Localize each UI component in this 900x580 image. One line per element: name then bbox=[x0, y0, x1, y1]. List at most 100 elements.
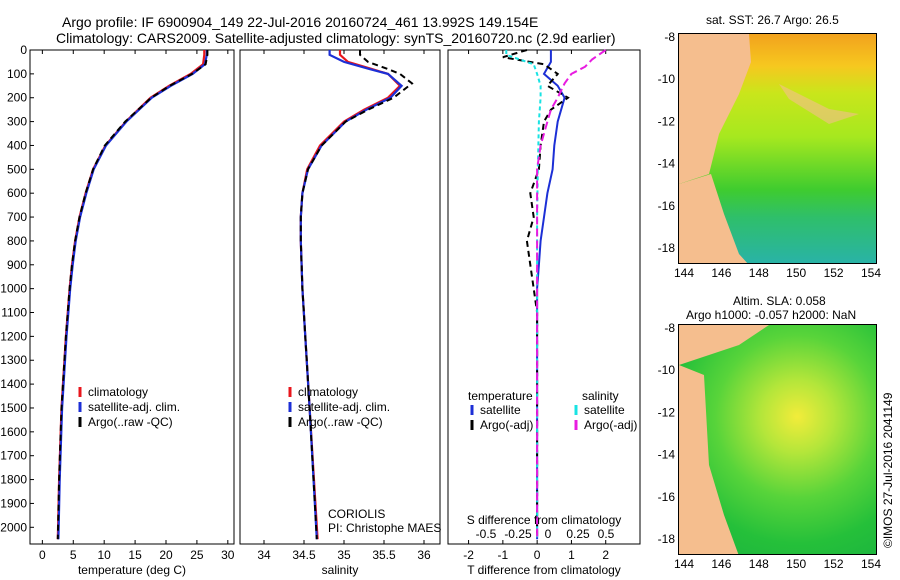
map-y-tick-label: -18 bbox=[658, 241, 676, 255]
plot-frame-3 bbox=[447, 49, 641, 545]
y-tick-label: 1100 bbox=[1, 306, 27, 320]
map-x-tick-label: 146 bbox=[711, 557, 731, 571]
y-tick-label: 1500 bbox=[0, 401, 27, 415]
series-line-2-3 bbox=[299, 50, 414, 540]
map-y-tick-label: -10 bbox=[658, 72, 676, 86]
y-tick-label: 600 bbox=[7, 186, 27, 200]
legend-title-salinity: salinity bbox=[582, 389, 619, 403]
map-y-tick-label: -14 bbox=[658, 448, 676, 462]
map-y-tick-label: -12 bbox=[658, 114, 676, 128]
y-tick-label: 700 bbox=[7, 210, 27, 224]
y-tick-label: 200 bbox=[7, 91, 27, 105]
x-tick-label: 34.5 bbox=[292, 548, 316, 562]
legend-label: Argo(-adj) bbox=[584, 418, 637, 432]
legend-label: Argo(..raw -QC) bbox=[88, 415, 173, 429]
map-x-tick-label: 144 bbox=[674, 266, 694, 280]
x-tick-label: -2 bbox=[463, 548, 474, 562]
x2-tick-label: -0.25 bbox=[504, 527, 532, 541]
legend-label: satellite bbox=[480, 403, 521, 417]
sla-map-title-1: Altim. SLA: 0.058 bbox=[733, 294, 826, 308]
y-tick-label: 1700 bbox=[0, 449, 27, 463]
map-x-tick-label: 146 bbox=[711, 266, 731, 280]
y-tick-label: 0 bbox=[20, 43, 27, 57]
legend-label: Argo(..raw -QC) bbox=[298, 415, 383, 429]
y-tick-label: 500 bbox=[7, 162, 27, 176]
x-tick-label: 2 bbox=[602, 548, 609, 562]
x-axis-label: temperature (deg C) bbox=[78, 563, 186, 577]
title-line-1: Argo profile: IF 6900904_149 22-Jul-2016… bbox=[62, 14, 539, 30]
map-y-tick-label: -12 bbox=[658, 405, 676, 419]
x-tick-label: 35 bbox=[337, 548, 351, 562]
y-tick-label: 300 bbox=[7, 115, 27, 129]
imos-stamp: ©IMOS 27-Jul-2016 2041149 bbox=[881, 392, 895, 548]
x-tick-label: 0 bbox=[39, 548, 46, 562]
map-x-tick-label: 144 bbox=[674, 557, 694, 571]
y-tick-label: 800 bbox=[7, 234, 27, 248]
map-y-tick-label: -18 bbox=[658, 532, 676, 546]
series-line-3-4 bbox=[536, 49, 607, 540]
sst-land bbox=[679, 34, 859, 263]
x2-tick-label: -0.5 bbox=[476, 527, 497, 541]
y-tick-label: 1400 bbox=[0, 377, 27, 391]
map-x-tick-label: 150 bbox=[786, 266, 806, 280]
sla-map-frame bbox=[678, 324, 877, 555]
y-tick-label: 900 bbox=[7, 258, 27, 272]
x-tick-label: 35.5 bbox=[372, 548, 396, 562]
series-line-3-3 bbox=[505, 50, 542, 540]
sst-map-title: sat. SST: 26.7 Argo: 26.5 bbox=[706, 13, 839, 27]
x-tick-label: -1 bbox=[498, 548, 509, 562]
plot-frame-1 bbox=[29, 49, 235, 545]
map-y-tick-label: -10 bbox=[658, 363, 676, 377]
series-line-1-3 bbox=[56, 50, 209, 540]
x-tick-label: 20 bbox=[159, 548, 173, 562]
x-tick-label: 10 bbox=[98, 548, 112, 562]
legend-label: climatology bbox=[88, 385, 148, 399]
map-x-tick-label: 148 bbox=[749, 266, 769, 280]
map-y-tick-label: -8 bbox=[664, 321, 675, 335]
y-tick-label: 1300 bbox=[0, 353, 27, 367]
sla-map-title-2: Argo h1000: -0.057 h2000: NaN bbox=[686, 308, 857, 322]
y-tick-label: 1000 bbox=[0, 282, 27, 296]
series-line-2-2 bbox=[299, 50, 404, 540]
x-tick-label: 30 bbox=[221, 548, 235, 562]
map-x-tick-label: 150 bbox=[786, 557, 806, 571]
map-x-tick-label: 148 bbox=[749, 557, 769, 571]
x-axis-label: salinity bbox=[322, 563, 359, 577]
sst-map-frame bbox=[678, 33, 877, 264]
legend-label: Argo(-adj) bbox=[480, 418, 533, 432]
y-tick-label: 1200 bbox=[0, 329, 27, 343]
x2-axis-label: S difference from climatology bbox=[467, 513, 622, 527]
map-y-tick-label: -14 bbox=[658, 157, 676, 171]
x-tick-label: 34 bbox=[257, 548, 271, 562]
series-line-3-1 bbox=[536, 50, 566, 540]
x-tick-label: 15 bbox=[128, 548, 142, 562]
map-x-tick-label: 152 bbox=[824, 557, 844, 571]
y-tick-label: 2000 bbox=[0, 520, 27, 534]
annotation-coriolis: CORIOLIS bbox=[328, 507, 385, 521]
y-tick-label: 1900 bbox=[0, 496, 27, 510]
map-y-tick-label: -8 bbox=[664, 30, 675, 44]
x-axis-label: T difference from climatology bbox=[467, 563, 621, 577]
x2-tick-label: 0 bbox=[545, 527, 552, 541]
series-line-1-1 bbox=[56, 50, 206, 540]
map-y-tick-label: -16 bbox=[658, 199, 676, 213]
x-tick-label: 1 bbox=[568, 548, 575, 562]
x-tick-label: 36 bbox=[417, 548, 431, 562]
x2-tick-label: 0.5 bbox=[598, 527, 615, 541]
legend-label: climatology bbox=[298, 385, 358, 399]
x-tick-label: 25 bbox=[190, 548, 204, 562]
x-tick-label: 0 bbox=[534, 548, 541, 562]
map-x-tick-label: 152 bbox=[824, 266, 844, 280]
y-tick-label: 1800 bbox=[0, 473, 27, 487]
series-line-2-1 bbox=[299, 50, 402, 540]
map-y-tick-label: -16 bbox=[658, 490, 676, 504]
x-tick-label: 5 bbox=[70, 548, 77, 562]
legend-label: satellite bbox=[584, 403, 625, 417]
series-line-1-2 bbox=[57, 50, 208, 540]
legend-title-temperature: temperature bbox=[468, 389, 533, 403]
y-tick-label: 100 bbox=[7, 67, 27, 81]
legend-label: satellite-adj. clim. bbox=[88, 400, 180, 414]
annotation-pi: PI: Christophe MAES bbox=[328, 521, 441, 535]
map-x-tick-label: 154 bbox=[861, 557, 881, 571]
y-tick-label: 1600 bbox=[0, 425, 27, 439]
